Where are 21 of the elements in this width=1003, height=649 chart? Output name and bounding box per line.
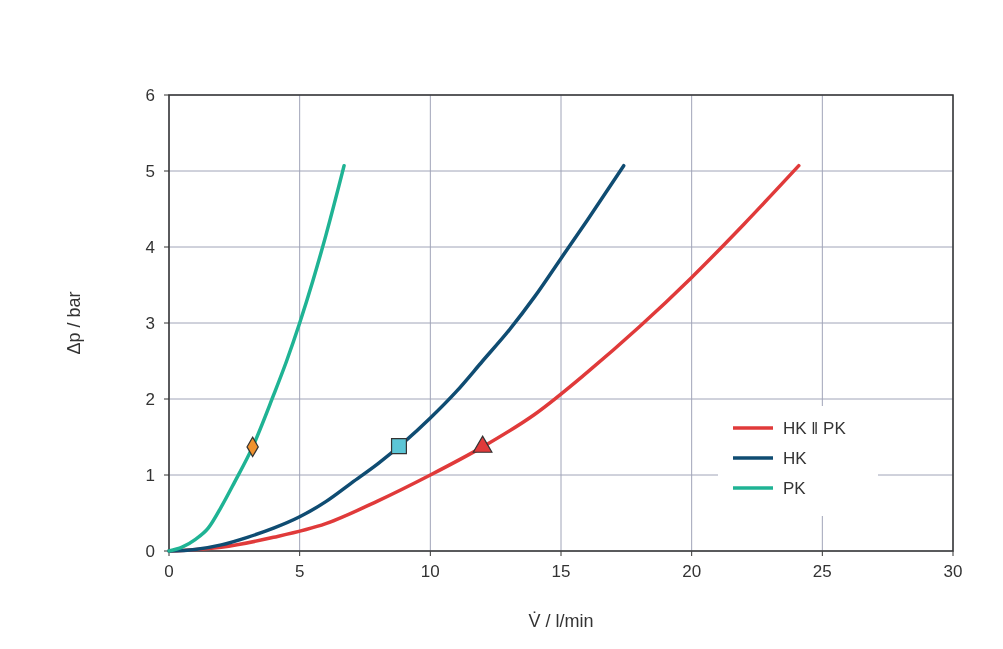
x-tick-label: 25: [812, 562, 832, 581]
x-tick-label: 30: [943, 562, 963, 581]
legend-label: HK: [783, 449, 808, 468]
legend-label: HK ‖ PK: [783, 419, 847, 438]
x-axis-title: V̇ / l/min: [528, 611, 594, 631]
x-tick-label: 5: [294, 562, 305, 581]
x-tick-label: 15: [551, 562, 571, 581]
y-tick-label: 1: [145, 466, 155, 485]
y-tick-label: 5: [145, 162, 155, 181]
y-tick-label: 6: [145, 86, 155, 105]
line-series: [167, 163, 346, 553]
x-tick-label: 10: [420, 562, 440, 581]
x-tick-label: 20: [682, 562, 702, 581]
x-tick-label: 0: [164, 562, 174, 581]
line-series: [167, 163, 626, 553]
y-axis-title: Δp / bar: [64, 291, 84, 355]
y-tick-label: 0: [145, 542, 155, 561]
y-tick-label: 2: [145, 390, 155, 409]
legend-label: PK: [783, 479, 807, 498]
y-tick-label: 3: [145, 314, 155, 333]
y-tick-label: 4: [145, 238, 155, 257]
